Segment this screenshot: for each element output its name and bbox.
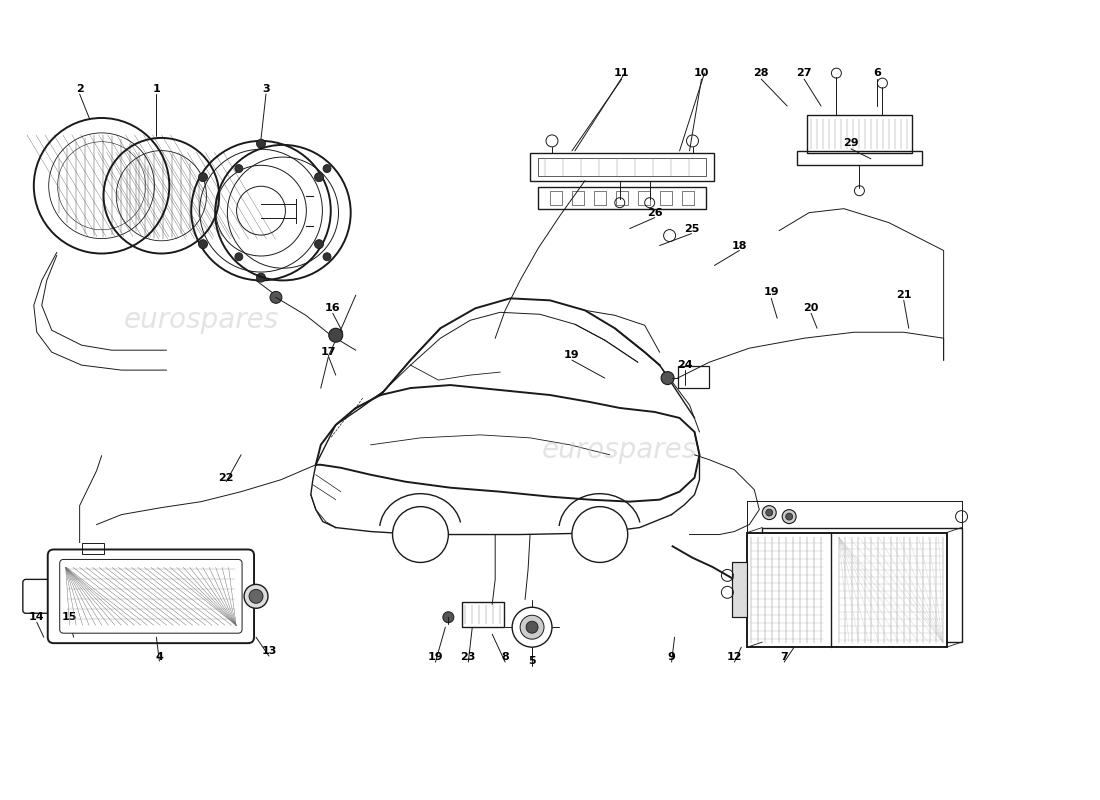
- Bar: [616, 190, 628, 205]
- Circle shape: [329, 328, 343, 342]
- Text: 9: 9: [668, 652, 675, 662]
- Circle shape: [244, 584, 268, 608]
- Bar: [682, 190, 693, 205]
- Bar: [538, 186, 706, 209]
- Text: 18: 18: [732, 241, 747, 250]
- Circle shape: [256, 273, 265, 282]
- Bar: [572, 190, 584, 205]
- FancyBboxPatch shape: [59, 559, 242, 633]
- Circle shape: [443, 612, 454, 622]
- Circle shape: [235, 165, 243, 173]
- FancyBboxPatch shape: [47, 550, 254, 643]
- Text: 11: 11: [614, 68, 629, 78]
- Circle shape: [270, 291, 282, 303]
- Circle shape: [315, 240, 323, 249]
- Text: 26: 26: [647, 208, 662, 218]
- Circle shape: [766, 509, 772, 516]
- Text: 2: 2: [76, 84, 84, 94]
- Bar: [807, 115, 912, 153]
- Text: 6: 6: [873, 68, 881, 78]
- Bar: [550, 190, 562, 205]
- Text: 19: 19: [564, 350, 580, 360]
- Circle shape: [323, 165, 331, 173]
- Text: 20: 20: [803, 303, 818, 314]
- Circle shape: [785, 513, 793, 520]
- Circle shape: [315, 173, 323, 182]
- Text: 16: 16: [324, 303, 341, 314]
- Text: 29: 29: [843, 138, 859, 148]
- Text: 1: 1: [153, 84, 161, 94]
- Circle shape: [198, 240, 208, 249]
- Bar: [762, 527, 961, 642]
- FancyBboxPatch shape: [23, 579, 51, 614]
- Text: 7: 7: [780, 652, 788, 662]
- Text: 28: 28: [754, 68, 769, 78]
- Circle shape: [572, 506, 628, 562]
- Bar: [638, 190, 650, 205]
- Text: 27: 27: [796, 68, 812, 78]
- Text: 3: 3: [262, 84, 270, 94]
- Text: 17: 17: [321, 347, 337, 357]
- Bar: [798, 151, 922, 165]
- Text: 19: 19: [763, 287, 779, 298]
- Text: 24: 24: [676, 360, 692, 370]
- Text: eurospares: eurospares: [123, 306, 278, 334]
- Bar: [747, 533, 947, 647]
- Text: 10: 10: [694, 68, 710, 78]
- Bar: [660, 190, 672, 205]
- Text: 21: 21: [896, 290, 912, 300]
- Text: 23: 23: [461, 652, 476, 662]
- Circle shape: [249, 590, 263, 603]
- Bar: [538, 158, 706, 176]
- Circle shape: [526, 622, 538, 633]
- Text: 15: 15: [62, 612, 77, 622]
- Text: eurospares: eurospares: [542, 436, 697, 464]
- Bar: [733, 562, 747, 618]
- Text: 14: 14: [29, 612, 45, 622]
- Circle shape: [594, 529, 606, 541]
- Circle shape: [762, 506, 777, 519]
- Text: 22: 22: [219, 473, 234, 482]
- Bar: [530, 153, 714, 181]
- Text: 13: 13: [262, 646, 277, 656]
- Circle shape: [661, 371, 674, 385]
- Circle shape: [393, 506, 449, 562]
- Circle shape: [256, 139, 265, 148]
- Bar: [594, 190, 606, 205]
- Circle shape: [235, 253, 243, 261]
- Bar: [462, 602, 504, 627]
- Circle shape: [323, 253, 331, 261]
- Circle shape: [520, 615, 544, 639]
- Text: 19: 19: [428, 652, 443, 662]
- Text: 4: 4: [155, 652, 163, 662]
- Text: 5: 5: [528, 656, 536, 666]
- Circle shape: [415, 529, 427, 541]
- Bar: [733, 562, 747, 618]
- Circle shape: [198, 173, 208, 182]
- Bar: [678, 366, 710, 388]
- Bar: [81, 542, 103, 554]
- Text: 12: 12: [727, 652, 742, 662]
- Circle shape: [782, 510, 796, 523]
- Text: 25: 25: [684, 223, 700, 234]
- Text: 8: 8: [502, 652, 509, 662]
